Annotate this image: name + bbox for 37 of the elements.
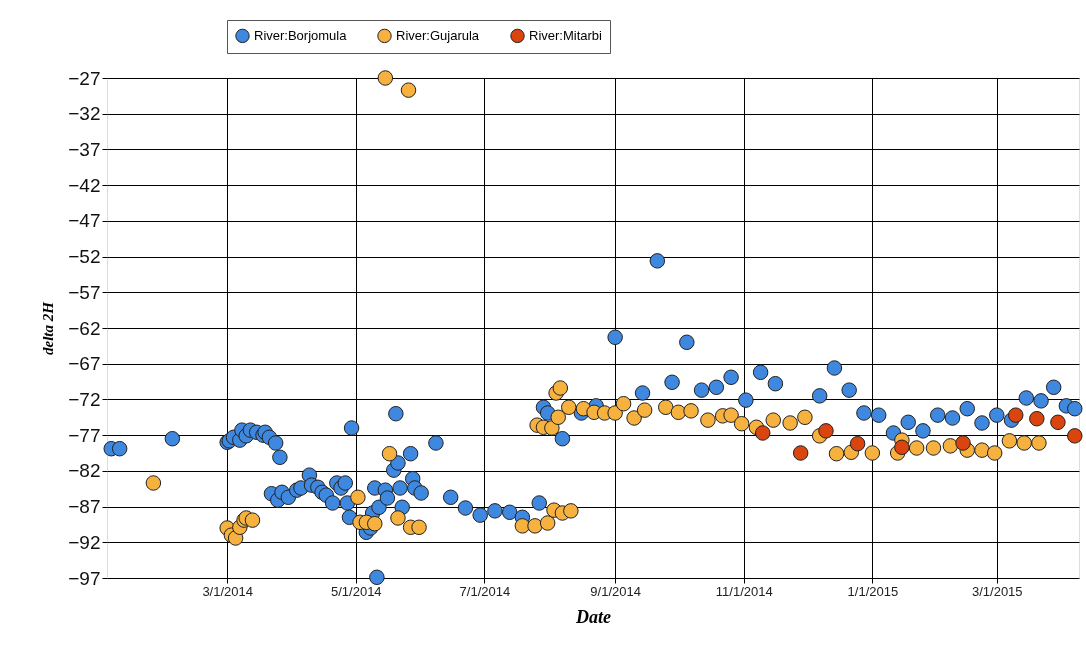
legend-label: River:Borjomula bbox=[254, 27, 348, 43]
x-axis-title: Date bbox=[575, 606, 611, 627]
y-tick-label: −82 bbox=[68, 460, 101, 482]
x-tick-label: 3/1/2015 bbox=[971, 583, 1023, 599]
y-tick-label: −42 bbox=[68, 174, 101, 196]
point bbox=[818, 423, 834, 439]
y-tick-label: −97 bbox=[68, 567, 101, 589]
x-tick-label: 7/1/2014 bbox=[459, 583, 511, 599]
point bbox=[1029, 410, 1045, 427]
point bbox=[792, 445, 809, 461]
y-tick-label: −87 bbox=[68, 496, 101, 518]
x-tick-label: 5/1/2014 bbox=[330, 583, 382, 599]
x-tick-label: 1/1/2015 bbox=[847, 583, 899, 599]
point bbox=[1050, 414, 1066, 431]
point bbox=[1008, 407, 1024, 423]
point bbox=[754, 425, 771, 441]
point bbox=[894, 439, 910, 456]
y-tick-label: −57 bbox=[68, 281, 101, 303]
y-tick-label: −67 bbox=[68, 353, 101, 375]
y-tick-label: −92 bbox=[68, 531, 101, 553]
y-tick-label: −62 bbox=[68, 317, 101, 339]
y-tick-label: −77 bbox=[68, 424, 101, 446]
y-tick-label: −27 bbox=[68, 67, 101, 89]
x-tick-label: 3/1/2014 bbox=[202, 583, 253, 599]
y-tick-label: −47 bbox=[68, 210, 101, 232]
x-tick-label: 9/1/2014 bbox=[590, 583, 641, 599]
y-tick-label: −32 bbox=[68, 103, 101, 125]
y-axis-title: delta 2H bbox=[40, 300, 57, 355]
point bbox=[849, 435, 866, 452]
point bbox=[1067, 428, 1083, 444]
legend-label: River:Mitarbi bbox=[529, 27, 603, 43]
y-tick-label: −37 bbox=[68, 138, 101, 160]
legend-label: River:Gujarula bbox=[396, 27, 480, 43]
point bbox=[955, 435, 971, 451]
y-tick-label: −72 bbox=[68, 388, 101, 410]
x-tick-label: 11/1/2014 bbox=[715, 583, 773, 599]
y-tick-label: −52 bbox=[68, 246, 101, 268]
